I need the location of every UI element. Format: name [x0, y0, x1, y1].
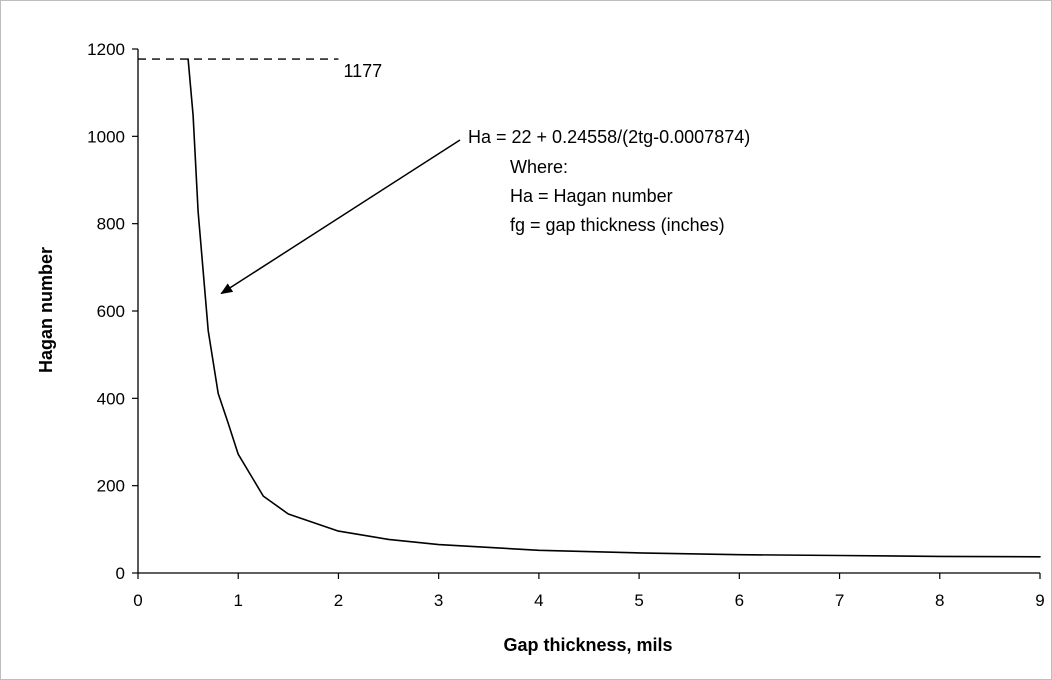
- x-tick-label: 5: [634, 591, 643, 610]
- x-tick-label: 9: [1035, 591, 1044, 610]
- annotation-text-line: Where:: [510, 157, 568, 177]
- y-tick-label: 600: [97, 302, 125, 321]
- x-tick-label: 8: [935, 591, 944, 610]
- ticks: 0 1 2 3 4 5 6 7 8 9 0 200 400 600 800 1000 1200: [87, 40, 1045, 610]
- y-tick-label: 1000: [87, 127, 125, 146]
- annotation-arrow: [220, 139, 461, 295]
- y-axis-title: Hagan number: [36, 247, 56, 373]
- series-line-hagan-curve: [187, 58, 1041, 558]
- annotation-text-line: Ha = Hagan number: [510, 186, 673, 206]
- y-tick-label: 800: [97, 215, 125, 234]
- x-tick-label: 4: [534, 591, 543, 610]
- x-tick-label: 0: [133, 591, 142, 610]
- x-tick-label: 2: [334, 591, 343, 610]
- reference-line-group: 1177: [138, 58, 382, 81]
- x-axis-title: Gap thickness, mils: [503, 635, 672, 655]
- x-tick-label: 3: [434, 591, 443, 610]
- y-tick-label: 1200: [87, 40, 125, 59]
- x-tick-label: 6: [735, 591, 744, 610]
- x-tick-label: 7: [835, 591, 844, 610]
- annotation-group: Ha = 22 + 0.24558/(2tg-0.0007874) Where: H…: [220, 127, 750, 295]
- y-tick-label: 200: [97, 477, 125, 496]
- x-tick-label: 1: [233, 591, 242, 610]
- series-group: [187, 58, 1041, 558]
- y-tick-label: 400: [97, 389, 125, 408]
- y-tick-label: 0: [116, 564, 125, 583]
- reference-line-label: 1177: [343, 61, 382, 81]
- annotation-text-line: Ha = 22 + 0.24558/(2tg-0.0007874): [468, 127, 750, 147]
- annotation-text-line: fg = gap thickness (inches): [510, 215, 725, 235]
